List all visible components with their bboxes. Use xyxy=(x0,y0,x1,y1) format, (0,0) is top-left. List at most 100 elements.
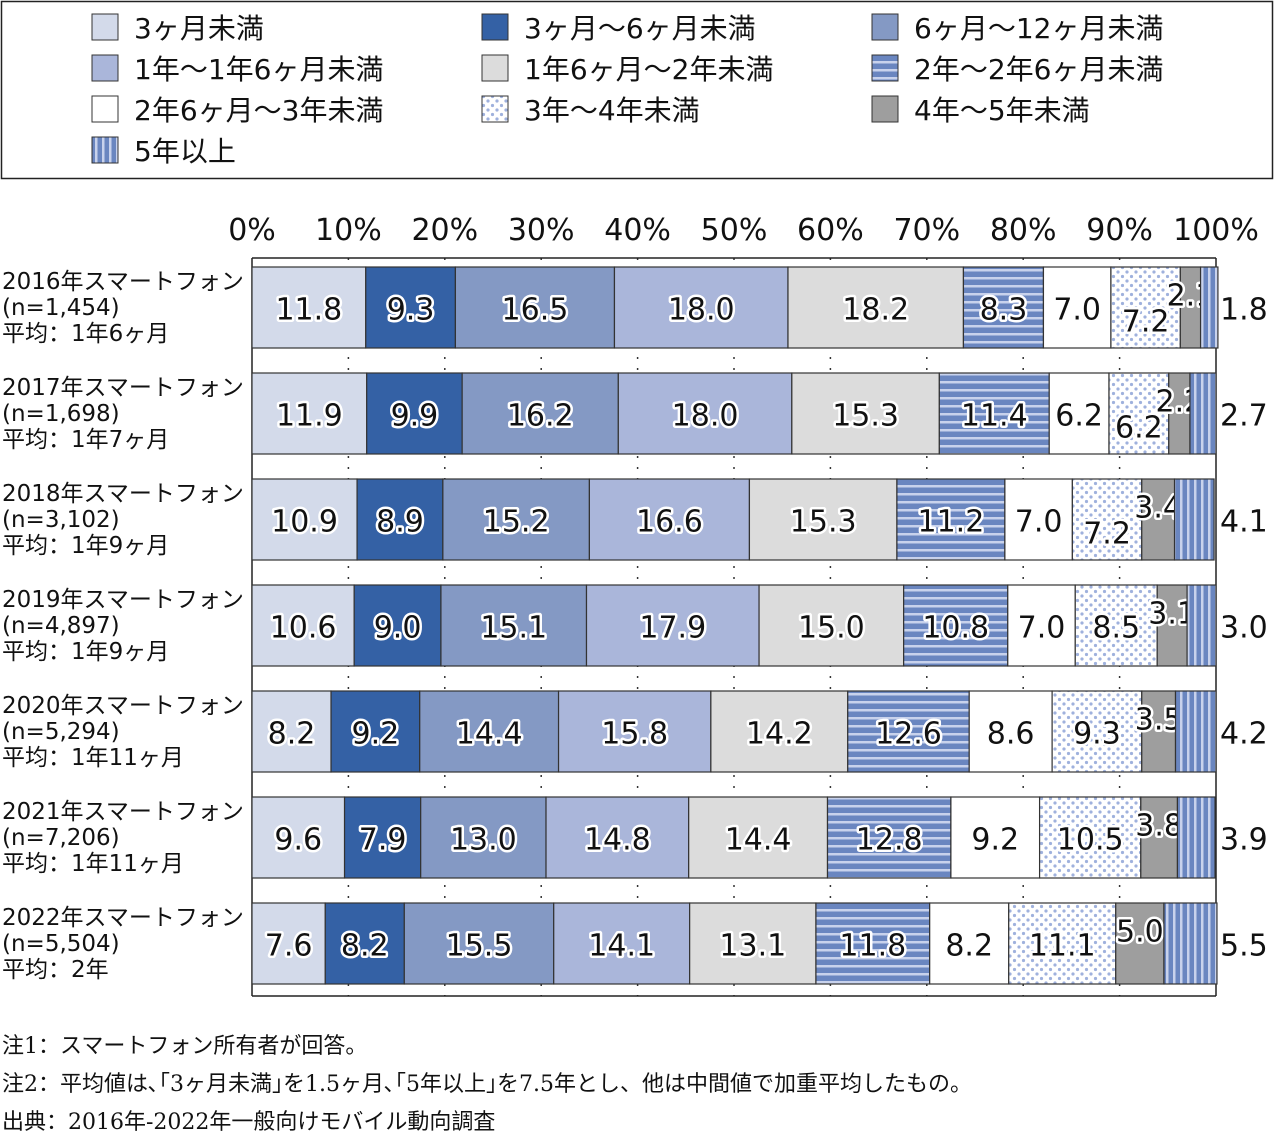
data-label: 16.2 xyxy=(507,399,574,434)
data-label: 9.9 xyxy=(391,399,439,434)
data-label: 8.2 xyxy=(945,929,993,964)
bar-segment xyxy=(1173,478,1215,561)
bar-segment xyxy=(929,902,1010,985)
plot-area: 2016年スマートフォン(n=1,454)平均：1年6ヶ月 11.8 9.3 16.5… xyxy=(2,266,1268,985)
bar-segment xyxy=(758,584,905,667)
bar-segment xyxy=(251,902,326,985)
bar-segment xyxy=(545,796,690,879)
bar-segment xyxy=(1051,690,1143,773)
bar-segment xyxy=(1176,796,1216,879)
data-label: 15.3 xyxy=(790,505,857,540)
data-label: 6.2 xyxy=(1115,411,1163,446)
data-label: 14.2 xyxy=(746,717,813,752)
row-label-average: 平均：1年9ヶ月 xyxy=(2,533,169,559)
notes: 注1：スマートフォン所有者が回答。 注2：平均値は､｢3ヶ月未満｣を1.5ヶ月､… xyxy=(2,1028,972,1142)
data-label: 5.0 xyxy=(1116,915,1164,950)
data-label: 15.0 xyxy=(798,611,865,646)
bar-segment xyxy=(1174,690,1217,773)
row-label-n: (n=4,897) xyxy=(2,613,120,639)
row-label-average: 平均：1年9ヶ月 xyxy=(2,639,169,665)
x-tick-label: 80% xyxy=(990,213,1057,248)
data-label: 11.4 xyxy=(961,399,1028,434)
data-label: 15.5 xyxy=(446,929,513,964)
data-label: 11.8 xyxy=(275,293,342,328)
data-label: 15.2 xyxy=(483,505,550,540)
bar-segment xyxy=(353,584,442,667)
data-label: 1.8 xyxy=(1220,293,1268,328)
row-label-year: 2017年スマートフォン xyxy=(2,375,244,401)
bar-segment xyxy=(1163,902,1218,985)
x-tick-label: 20% xyxy=(411,213,478,248)
data-label: 11.8 xyxy=(839,929,906,964)
bar-segment xyxy=(330,690,421,773)
bar-segment xyxy=(553,902,691,985)
x-tick-label: 0% xyxy=(228,213,276,248)
legend-label: 1年6ヶ月〜2年未満 xyxy=(524,53,773,86)
row-label-year: 2021年スマートフォン xyxy=(2,799,244,825)
bar-segment xyxy=(343,796,422,879)
row-label-n: (n=3,102) xyxy=(2,507,120,533)
row-label-n: (n=5,504) xyxy=(2,931,120,957)
bar-segment xyxy=(1110,266,1181,349)
bar-row: 2021年スマートフォン(n=7,206)平均：1年11ヶ月 9.6 7.9 13.0… xyxy=(2,796,1268,879)
x-tick-label: 70% xyxy=(893,213,960,248)
bar-segment xyxy=(1108,372,1170,455)
bar-segment xyxy=(1074,584,1158,667)
data-label: 14.4 xyxy=(456,717,523,752)
row-label-average: 平均：1年11ヶ月 xyxy=(2,851,184,877)
bar-segment xyxy=(557,690,712,773)
legend-swatch xyxy=(481,13,509,41)
bar-segment xyxy=(1038,796,1142,879)
bar-segment xyxy=(440,584,588,667)
data-label: 8.2 xyxy=(268,717,316,752)
data-label: 7.2 xyxy=(1122,305,1170,340)
data-label: 18.0 xyxy=(672,399,739,434)
data-label: 16.6 xyxy=(636,505,703,540)
data-label: 9.3 xyxy=(387,293,435,328)
legend-swatch xyxy=(481,54,509,82)
data-label: 14.8 xyxy=(584,823,651,858)
data-label: 11.1 xyxy=(1029,929,1096,964)
data-label: 9.6 xyxy=(274,823,322,858)
legend-swatch xyxy=(91,136,119,164)
data-label: 15.3 xyxy=(832,399,899,434)
data-label: 12.6 xyxy=(875,717,942,752)
row-label-n: (n=1,698) xyxy=(2,401,120,427)
data-label: 11.9 xyxy=(276,399,343,434)
data-label: 18.0 xyxy=(668,293,735,328)
data-label: 17.9 xyxy=(639,611,706,646)
bar-segment xyxy=(826,796,952,879)
bar-row: 2022年スマートフォン(n=5,504)平均：2年 7.6 8.2 15.5 14.1… xyxy=(2,902,1268,985)
bar-segment xyxy=(689,902,817,985)
row-label-average: 平均：2年 xyxy=(2,957,109,983)
bar-segment xyxy=(688,796,829,879)
bar-segment xyxy=(847,690,970,773)
x-tick-label: 30% xyxy=(508,213,575,248)
bar-row: 2016年スマートフォン(n=1,454)平均：1年6ヶ月 11.8 9.3 16.5… xyxy=(2,266,1268,349)
data-label: 9.3 xyxy=(1073,717,1121,752)
data-label: 8.6 xyxy=(987,717,1035,752)
data-label: 7.9 xyxy=(359,823,407,858)
data-label: 14.1 xyxy=(588,929,655,964)
row-label-n: (n=7,206) xyxy=(2,825,120,851)
bar-segment xyxy=(1140,796,1179,879)
stacked-bar-chart: 3ヶ月未満 3ヶ月〜6ヶ月未満 6ヶ月〜12ヶ月未満 1年〜1年6ヶ月未満 1年6ヶ月〜… xyxy=(0,0,1274,997)
bar-segment xyxy=(617,372,793,455)
x-tick-label: 40% xyxy=(604,213,671,248)
data-label: 4.2 xyxy=(1220,717,1268,752)
bar-segment xyxy=(365,266,457,349)
data-label: 7.0 xyxy=(1018,611,1066,646)
legend-label: 4年〜5年未満 xyxy=(914,94,1090,127)
bar-segment xyxy=(251,690,332,773)
bar-segment xyxy=(251,796,346,879)
legend-swatch xyxy=(871,13,899,41)
data-label: 18.2 xyxy=(842,293,909,328)
note-source: 出典：2016年-2022年一般向けモバイル動向調査 xyxy=(2,1110,496,1135)
bar-segment xyxy=(454,266,616,349)
legend-label: 2年6ヶ月〜3年未満 xyxy=(134,94,383,127)
bar-segment xyxy=(324,902,405,985)
bar-segment xyxy=(815,902,931,985)
bar-segment xyxy=(403,902,555,985)
row-label-n: (n=1,454) xyxy=(2,295,120,321)
x-tick-label: 50% xyxy=(701,213,768,248)
